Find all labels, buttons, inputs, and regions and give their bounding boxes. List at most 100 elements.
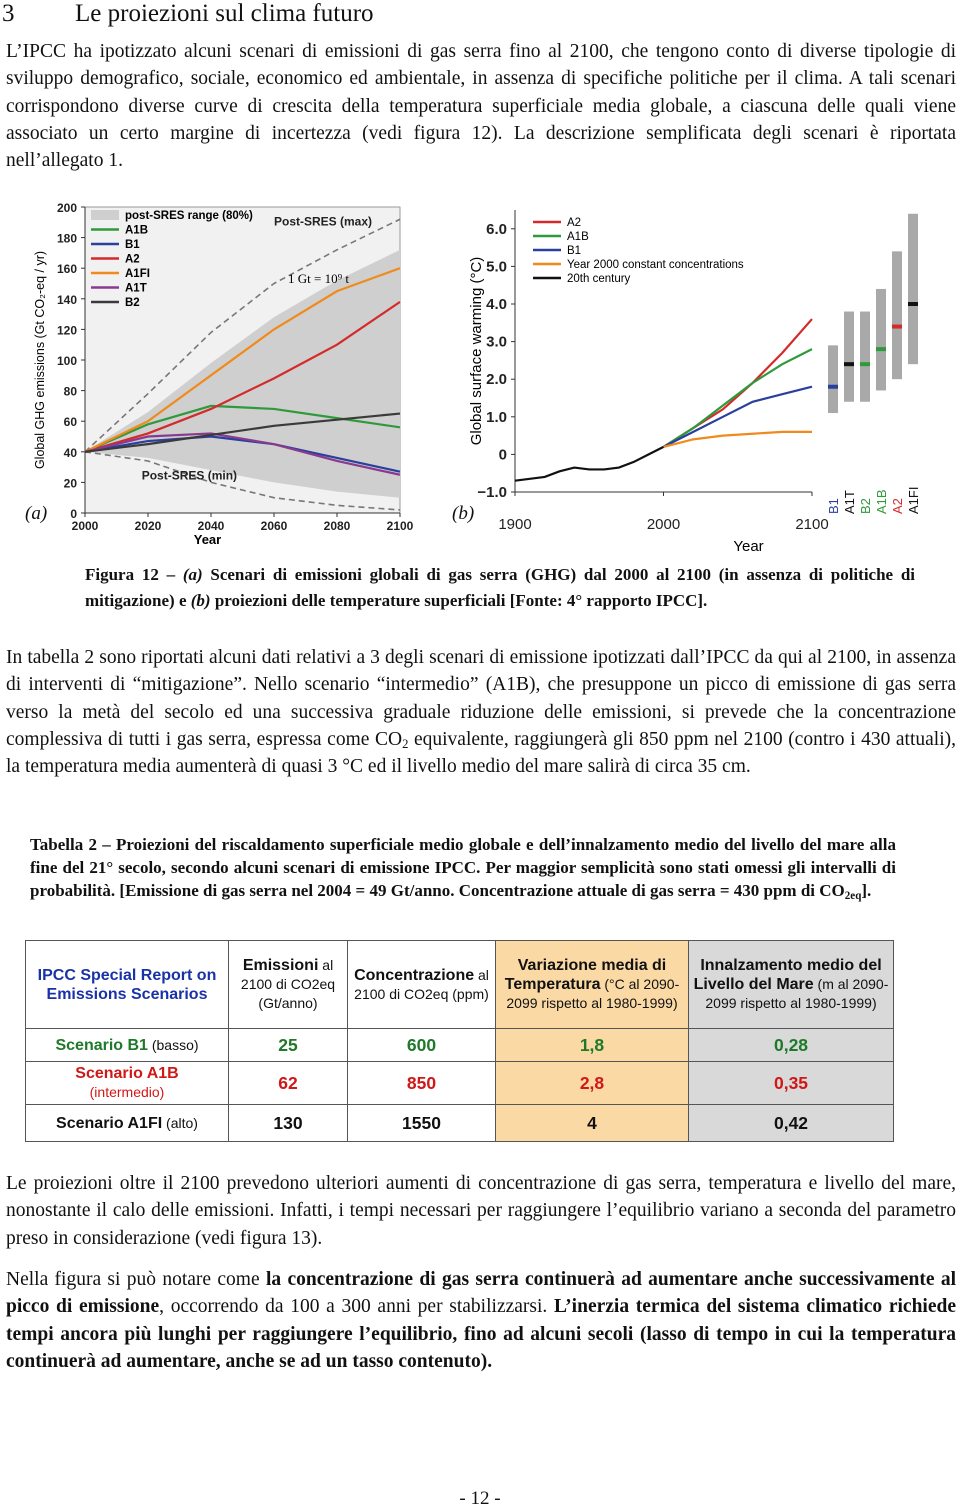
- section-number: 3: [2, 0, 15, 27]
- range-bar: [908, 213, 918, 365]
- x-tick-label: 1900: [498, 516, 531, 533]
- best-estimate: [908, 302, 918, 306]
- figure-caption: Figura 12 – (a) Scenari di emissioni glo…: [85, 562, 915, 614]
- table-row: Scenario A1FI (alto) 130 1550 4 0,42: [25, 1104, 894, 1142]
- value-cell: 850: [347, 1061, 496, 1105]
- bound-line: [84, 451, 401, 511]
- range-label: A1T: [842, 490, 857, 514]
- paragraph: In tabella 2 sono riportati alcuni dati …: [6, 644, 956, 780]
- x-tick-label: 2100: [795, 516, 828, 533]
- y-axis-label: Global surface warming (°C): [468, 257, 485, 446]
- range-label: B1: [826, 498, 841, 514]
- annotation: 1 Gt = 10⁹ t: [288, 271, 349, 286]
- data-table: IPCC Special Report on Emissions Scenari…: [25, 940, 894, 1142]
- text-run: proiezioni delle temperature superficial…: [210, 591, 708, 610]
- header-cell: Emissioni al 2100 di CO2eq (Gt/anno): [228, 940, 348, 1029]
- best-estimate: [876, 347, 886, 352]
- legend-label: B1: [567, 245, 581, 257]
- y-tick-label: 120: [57, 323, 77, 337]
- value-cell: 0,28: [688, 1028, 894, 1062]
- text-run: equivalente, raggiungerà gli 850 ppm nel…: [6, 728, 956, 778]
- x-axis-label: Year: [194, 532, 221, 547]
- series-line: [514, 445, 664, 482]
- text-run: la concentrazione di gas serra continuer…: [6, 1269, 956, 1318]
- legend-label: 20th century: [567, 273, 631, 285]
- header-cell: Concentrazione al 2100 di CO2eq (ppm): [347, 940, 496, 1029]
- y-tick-label: 140: [57, 293, 77, 307]
- text-run: 2: [402, 736, 409, 751]
- y-tick-label: 0: [499, 446, 507, 463]
- range-label: B2: [858, 498, 873, 514]
- table-caption: Tabella 2 – Proiezioni del riscaldamento…: [30, 833, 896, 902]
- x-tick-label: 2100: [387, 519, 414, 533]
- series-line: [84, 300, 401, 453]
- legend-label: A1FI: [125, 268, 150, 280]
- range-label: A2: [890, 498, 905, 514]
- y-tick-label: −1.0: [477, 484, 507, 501]
- x-tick-label: 2000: [647, 516, 680, 533]
- y-tick-label: 20: [64, 476, 78, 490]
- value-cell: 1550: [347, 1104, 496, 1142]
- text-run: (°C al 2090-2099 rispetto al 1980-1999): [506, 976, 680, 1011]
- table-row: Scenario B1 (basso) 25 600 1,8 0,28: [25, 1028, 894, 1062]
- text-run: Figura 12 –: [85, 565, 183, 584]
- text-run: Emissioni: [242, 957, 319, 974]
- value-cell: 25: [228, 1028, 348, 1062]
- y-tick-label: 60: [64, 415, 78, 429]
- paragraph: L’IPCC ha ipotizzato alcuni scenari di e…: [6, 38, 956, 174]
- best-estimate: [860, 362, 870, 367]
- legend-label: B2: [125, 297, 140, 309]
- text-run: al 2100 di CO2eq (ppm): [354, 966, 489, 1002]
- figure-label: (a): [25, 503, 48, 524]
- range-label: A1FI: [906, 487, 920, 514]
- range-bar: [844, 311, 854, 402]
- x-axis-label: Year: [733, 538, 763, 555]
- chart: 6.0 5.0 4.0 3.0 2.0 1.0 0 −1.0 1900 2000 2100 Year G…: [468, 210, 920, 555]
- page-number: - 12 -: [459, 1488, 501, 1509]
- y-tick-label: 80: [64, 385, 78, 399]
- y-tick-label: 5.0: [486, 258, 507, 275]
- text-run: Nella figura si può notare come: [6, 1269, 266, 1290]
- text-run: L’inerzia termica del sistema climatico …: [6, 1296, 956, 1372]
- value-cell: 0,35: [688, 1061, 894, 1105]
- y-tick-label: 0: [70, 507, 77, 521]
- paragraph: Le proiezioni oltre il 2100 prevedono ul…: [6, 1170, 956, 1252]
- bound-line: [84, 218, 401, 453]
- series-line: [84, 435, 401, 473]
- legend-label: A1T: [125, 283, 147, 295]
- bound-label: Post-SRES (max): [274, 214, 372, 228]
- text-run: L’IPCC ha ipotizzato alcuni scenari di e…: [6, 41, 956, 172]
- text-run: Scenari di emissioni globali di gas serr…: [85, 565, 915, 610]
- text-run: Scenario A1B: [75, 1065, 179, 1082]
- text-run: (b): [190, 591, 211, 610]
- text-run: (basso): [147, 1036, 199, 1053]
- value-cell: 1,8: [495, 1028, 689, 1062]
- text-run: (alto): [162, 1114, 198, 1131]
- text-run: al 2100 di CO2eq (Gt/anno): [240, 957, 336, 1011]
- text-run: Le proiezioni oltre il 2100 prevedono ul…: [6, 1173, 956, 1249]
- text-run: ].: [861, 881, 872, 900]
- scenario-cell: Scenario A1B (intermedio): [25, 1061, 229, 1105]
- text-run: 2eq: [844, 890, 862, 902]
- legend-label: A2: [567, 217, 581, 229]
- best-estimate: [892, 324, 902, 329]
- section-title: Le proiezioni sul clima futuro: [75, 0, 374, 27]
- y-tick-label: 180: [57, 232, 77, 246]
- y-tick-label: 100: [57, 354, 77, 368]
- bound-label: Post-SRES (min): [142, 468, 237, 482]
- legend-label: B1: [125, 239, 140, 251]
- x-tick-label: 2060: [261, 519, 288, 533]
- series-line: [663, 385, 813, 448]
- header-cell: IPCC Special Report on Emissions Scenari…: [25, 940, 229, 1029]
- scenario-cell: Scenario A1FI (alto): [25, 1104, 229, 1142]
- text-run: (intermedio): [89, 1084, 165, 1100]
- y-tick-label: 40: [64, 446, 78, 460]
- range-bar: [892, 251, 902, 380]
- range-bar: [828, 345, 838, 414]
- best-estimate: [828, 384, 838, 389]
- series-line: [84, 412, 401, 453]
- text-run: Scenario B1: [55, 1036, 148, 1054]
